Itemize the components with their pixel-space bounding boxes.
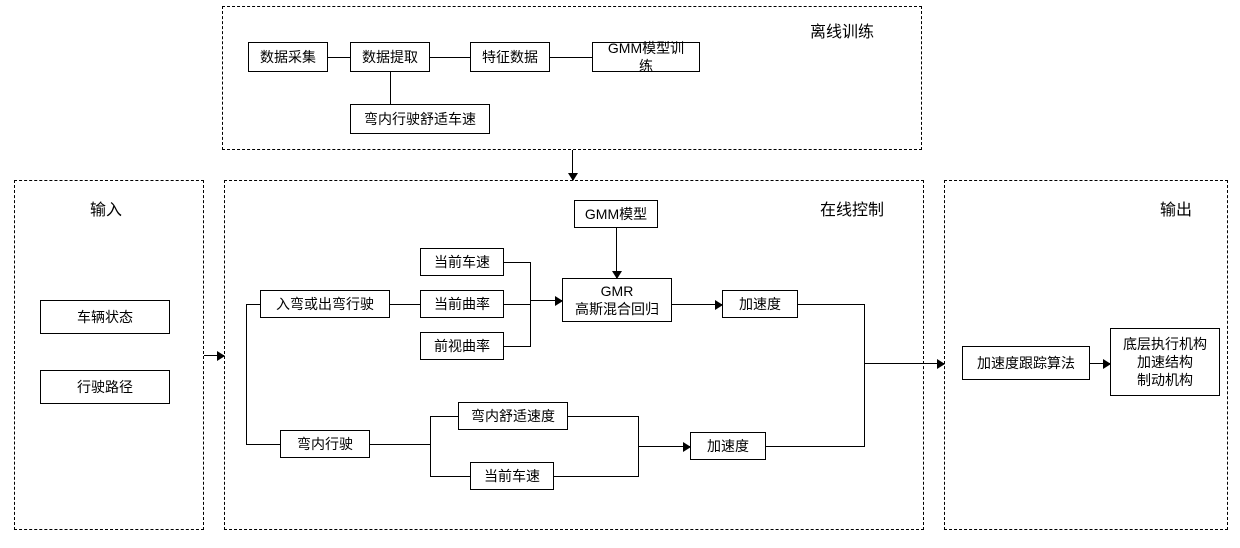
node-fwd-curv: 前视曲率 bbox=[420, 332, 504, 360]
node-vehicle-state: 车辆状态 bbox=[40, 300, 170, 334]
conn-offline-to-online bbox=[572, 150, 573, 180]
conn bbox=[430, 476, 470, 477]
conn bbox=[430, 416, 431, 476]
node-gmm-train: GMM模型训练 bbox=[592, 42, 700, 72]
conn bbox=[530, 300, 562, 301]
conn bbox=[246, 304, 247, 444]
conn bbox=[504, 346, 530, 347]
conn bbox=[390, 304, 420, 305]
conn bbox=[430, 416, 458, 417]
node-accel-1: 加速度 bbox=[722, 290, 798, 318]
gmr-label: GMR 高斯混合回归 bbox=[575, 282, 659, 318]
node-curr-speed-2: 当前车速 bbox=[470, 462, 554, 490]
node-actuator: 底层执行机构 加速结构 制动机构 bbox=[1110, 328, 1220, 396]
offline-title: 离线训练 bbox=[810, 18, 874, 42]
node-comfort-speed: 弯内行驶舒适车速 bbox=[350, 104, 490, 134]
conn bbox=[864, 304, 865, 447]
node-track-algo: 加速度跟踪算法 bbox=[962, 346, 1090, 380]
conn bbox=[568, 416, 638, 417]
conn bbox=[504, 262, 530, 263]
conn bbox=[328, 57, 350, 58]
node-in-curve: 弯内行驶 bbox=[280, 430, 370, 458]
conn bbox=[246, 444, 280, 445]
node-drive-path: 行驶路径 bbox=[40, 370, 170, 404]
actuator-label: 底层执行机构 加速结构 制动机构 bbox=[1123, 335, 1207, 390]
conn bbox=[638, 446, 690, 447]
node-enter-exit: 入弯或出弯行驶 bbox=[260, 290, 390, 318]
conn bbox=[430, 57, 470, 58]
conn bbox=[798, 304, 864, 305]
conn bbox=[616, 228, 617, 278]
node-feature-data: 特征数据 bbox=[470, 42, 550, 72]
conn bbox=[1090, 363, 1110, 364]
conn bbox=[766, 446, 864, 447]
conn bbox=[246, 304, 260, 305]
output-title: 输出 bbox=[1160, 196, 1192, 220]
node-curr-speed: 当前车速 bbox=[420, 248, 504, 276]
conn bbox=[672, 304, 722, 305]
node-data-collect: 数据采集 bbox=[248, 42, 328, 72]
conn bbox=[554, 476, 638, 477]
conn-online-to-output bbox=[864, 363, 944, 364]
conn bbox=[504, 304, 530, 305]
node-accel-2: 加速度 bbox=[690, 432, 766, 460]
node-gmm-model: GMM模型 bbox=[574, 200, 658, 228]
conn bbox=[550, 57, 592, 58]
conn bbox=[530, 262, 531, 347]
node-data-extract: 数据提取 bbox=[350, 42, 430, 72]
conn-input-to-online bbox=[204, 355, 224, 356]
node-comfort: 弯内舒适速度 bbox=[458, 402, 568, 430]
online-control-group bbox=[224, 180, 924, 530]
conn bbox=[390, 72, 391, 104]
input-group bbox=[14, 180, 204, 530]
node-gmr: GMR 高斯混合回归 bbox=[562, 278, 672, 322]
input-title: 输入 bbox=[90, 196, 122, 220]
conn bbox=[370, 444, 430, 445]
online-title: 在线控制 bbox=[820, 196, 884, 220]
node-curr-curv: 当前曲率 bbox=[420, 290, 504, 318]
